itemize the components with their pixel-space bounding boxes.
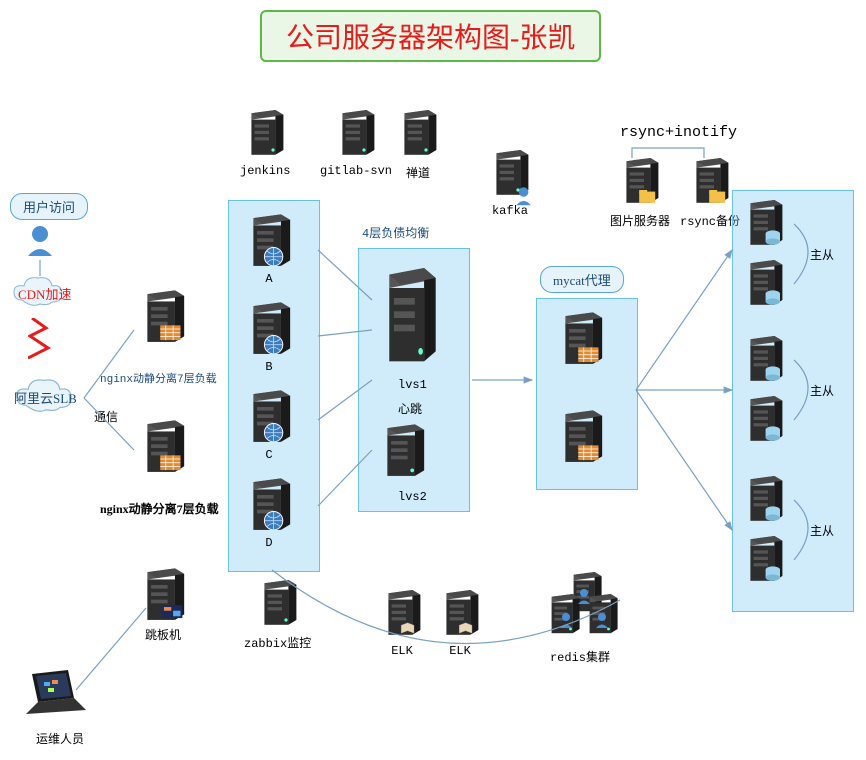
lvs2-server	[380, 424, 426, 480]
nginx1-server	[140, 290, 186, 346]
lvs1-label: lvs1	[398, 378, 427, 392]
db1	[744, 200, 784, 252]
lvs2-label: lvs2	[398, 490, 427, 504]
elk2-server: ELK	[440, 590, 480, 658]
db4	[744, 396, 784, 448]
ops-label: 运维人员	[36, 730, 84, 747]
db5	[744, 476, 784, 528]
elk1-server: ELK	[382, 590, 422, 658]
diagram-title: 公司服务器架构图-张凯	[260, 10, 601, 62]
heartbeat-label: 心跳	[398, 400, 422, 417]
mycat2-server	[558, 410, 604, 466]
user-access-tag: 用户访问	[10, 193, 88, 220]
nginx2-server	[140, 420, 186, 476]
server-d: D	[246, 478, 292, 550]
db6	[744, 536, 784, 588]
server-b: B	[246, 302, 292, 374]
nginx2-label: nginx动静分离7层负载	[100, 500, 219, 517]
l4-label: 4层负债均衡	[362, 224, 429, 241]
mycat1-server	[558, 312, 604, 368]
cdn-cloud: CDN加速	[12, 276, 72, 312]
pic-server: 图片服务器	[610, 158, 670, 229]
redis-cluster: redis集群	[540, 572, 620, 665]
server-c: C	[246, 390, 292, 462]
user-icon	[24, 224, 60, 264]
title-text: 公司服务器架构图-张凯	[286, 23, 575, 54]
zentao-server: 禅道	[398, 110, 438, 181]
rsync-backup-server: rsync备份	[680, 158, 740, 229]
jenkins-server: jenkins	[240, 110, 290, 178]
lvs1-server	[380, 268, 438, 372]
zabbix-server: zabbix监控	[244, 580, 311, 651]
ms2: 主从	[810, 382, 834, 399]
comm-label: 通信	[94, 408, 118, 425]
gitlab-server: gitlab-svn	[320, 110, 392, 178]
ms1: 主从	[810, 246, 834, 263]
nginx1-label: nginx动静分离7层负载	[100, 370, 217, 386]
jump-server: 跳板机	[140, 568, 186, 643]
mycat-tag: mycat代理	[540, 266, 624, 293]
rsync-title: rsync+inotify	[620, 124, 737, 141]
db3	[744, 336, 784, 388]
ops-laptop	[22, 670, 90, 722]
zigzag-icon	[28, 318, 52, 366]
ms3: 主从	[810, 522, 834, 539]
slb-cloud: 阿里云SLB	[6, 378, 82, 416]
db2	[744, 260, 784, 312]
kafka-server: kafka	[490, 150, 530, 218]
server-a: A	[246, 214, 292, 286]
